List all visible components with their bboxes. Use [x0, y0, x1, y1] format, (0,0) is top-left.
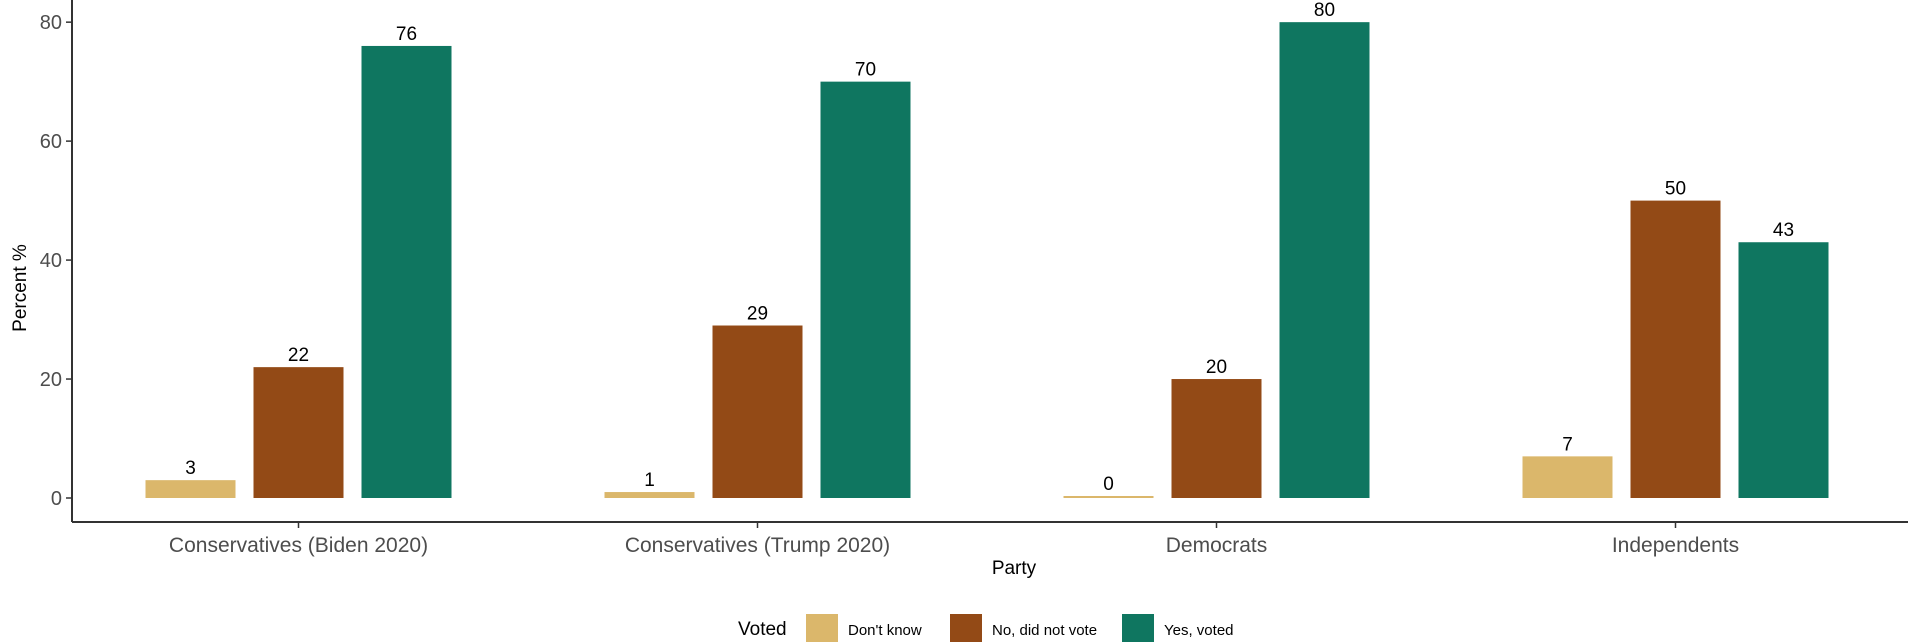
- legend-key: [950, 614, 982, 642]
- y-tick-label: 60: [40, 131, 62, 153]
- data-label: 29: [747, 304, 768, 325]
- legend-label: No, did not vote: [992, 622, 1097, 639]
- x-tick-label: Conservatives (Trump 2020): [625, 534, 890, 557]
- legend-title: Voted: [738, 619, 787, 640]
- bar-2-0: [361, 45, 452, 499]
- data-label: 70: [855, 60, 876, 81]
- bar-1-3: [1630, 200, 1721, 498]
- bar-0-2: [1063, 496, 1154, 498]
- data-label: 1: [644, 470, 655, 491]
- legend-key: [806, 614, 838, 642]
- y-tick-label: 80: [40, 12, 62, 34]
- x-tick-label: Conservatives (Biden 2020): [169, 534, 428, 557]
- legend: Voted Don't know No, did not vote Yes, vot…: [738, 614, 1234, 642]
- data-labels-layer: 3 22 76 1 29 70 0 20 80 7 50 43: [185, 0, 1794, 495]
- x-tick-label: Democrats: [1166, 534, 1268, 557]
- y-tick-label: 40: [40, 250, 62, 272]
- data-label: 22: [288, 345, 309, 366]
- bar-1-0: [253, 367, 344, 498]
- legend-key: [1122, 614, 1154, 642]
- data-label: 20: [1206, 357, 1227, 378]
- bar-2-3: [1738, 242, 1829, 498]
- bars-layer: [145, 22, 1829, 499]
- bar-2-1: [820, 81, 911, 498]
- data-label: 43: [1773, 220, 1794, 241]
- bar-1-1: [712, 325, 803, 498]
- bar-0-0: [145, 480, 236, 498]
- y-tick-label: 0: [51, 488, 62, 510]
- data-label: 0: [1103, 474, 1114, 495]
- x-tick-label: Independents: [1612, 534, 1739, 557]
- x-axis-title: Party: [992, 558, 1037, 579]
- bar-2-2: [1279, 22, 1370, 498]
- data-label: 76: [396, 24, 417, 45]
- bar-1-2: [1171, 379, 1262, 498]
- data-label: 50: [1665, 179, 1686, 200]
- data-label: 3: [185, 458, 196, 479]
- y-axis: 0 20 40 60 80: [40, 0, 73, 522]
- bar-0-1: [604, 492, 695, 498]
- x-axis: Conservatives (Biden 2020) Conservatives …: [72, 521, 1908, 557]
- data-label: 80: [1314, 0, 1335, 21]
- y-tick-label: 20: [40, 369, 62, 391]
- bar-0-3: [1522, 456, 1613, 498]
- legend-label: Don't know: [848, 622, 922, 639]
- y-axis-title: Percent %: [10, 244, 31, 332]
- legend-label: Yes, voted: [1164, 622, 1234, 639]
- data-label: 7: [1562, 434, 1573, 455]
